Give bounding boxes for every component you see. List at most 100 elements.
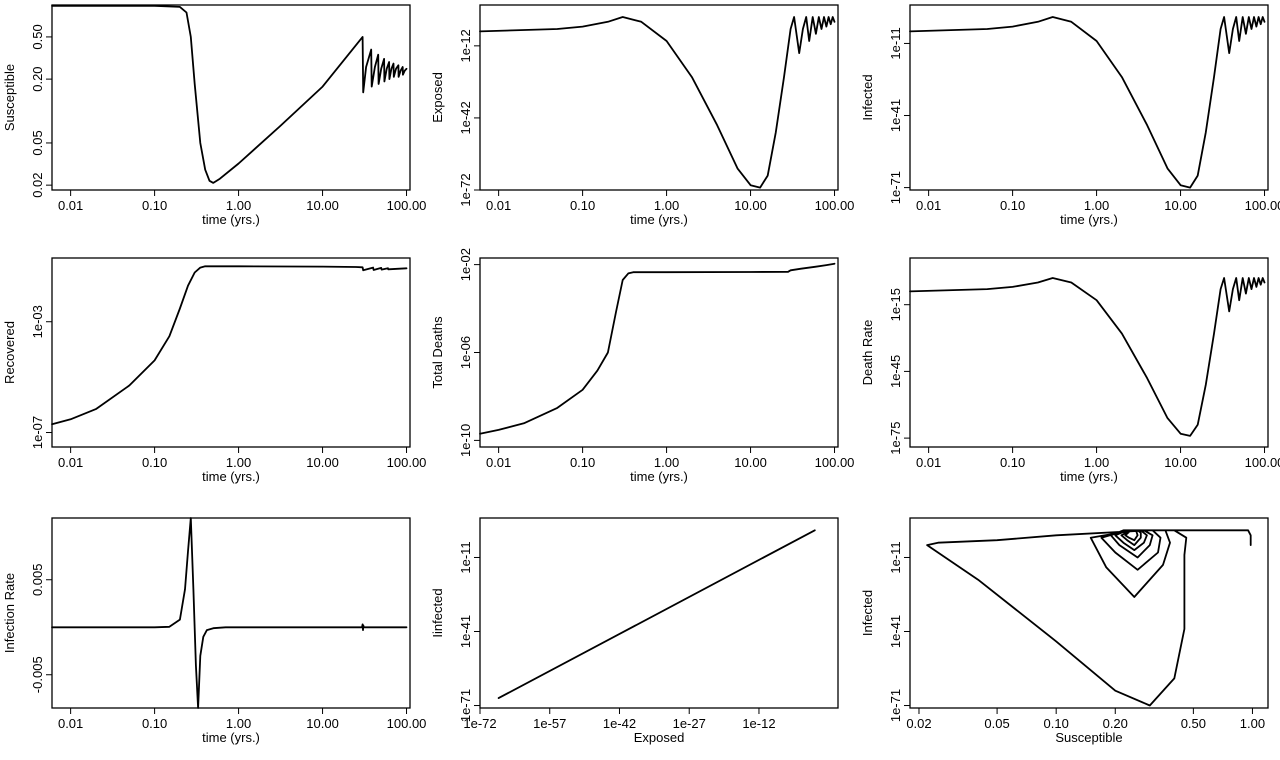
x-tick-label: 0.01 xyxy=(486,455,511,470)
panel-9: 0.02 0.05 0.10 0.20 0.50 1.00 1e-71 1e-41 1e-11 S… xyxy=(860,517,1269,745)
y-tick-label: 1e-72 xyxy=(458,173,473,206)
x-tick-label: 1e-42 xyxy=(603,716,636,731)
plot-frame xyxy=(51,257,411,448)
x-tick-label: 1e-57 xyxy=(533,716,566,731)
x-tick-label: 1.00 xyxy=(226,198,251,213)
y-tick-label: 1e-03 xyxy=(30,305,45,338)
x-tick-label: 1e-12 xyxy=(742,716,775,731)
y-tick-label: 0.20 xyxy=(30,66,45,91)
y-tick-label: 1e-02 xyxy=(458,248,473,281)
y-tick-label: 0.02 xyxy=(30,172,45,197)
panel-5: 0.01 0.10 1.00 10.00 100.00 1e-10 1e-06 1e-02 ti… xyxy=(430,248,854,484)
x-tick-label: 100.00 xyxy=(1245,455,1280,470)
x-tick-label: 1.00 xyxy=(1084,455,1109,470)
x-tick-label: 100.00 xyxy=(815,198,855,213)
x-tick-label: 0.10 xyxy=(142,716,167,731)
y-tick-label: 1e-41 xyxy=(888,615,903,648)
x-tick-label: 0.01 xyxy=(916,455,941,470)
plot-frame xyxy=(909,517,1269,709)
y-axis-label: Infection Rate xyxy=(2,573,17,653)
y-tick-label: 1e-12 xyxy=(458,29,473,62)
series-line xyxy=(926,529,1252,707)
x-tick-label: 0.01 xyxy=(916,198,941,213)
series-line xyxy=(51,517,408,709)
y-tick-label: 0.05 xyxy=(30,130,45,155)
y-tick-label: 1e-41 xyxy=(458,615,473,648)
panel-4: 0.01 0.10 1.00 10.00 100.00 1e-07 1e-03 time (y… xyxy=(2,257,427,484)
x-axis-label: time (yrs.) xyxy=(202,469,260,484)
y-tick-label: 1e-42 xyxy=(458,101,473,134)
x-tick-label: 0.50 xyxy=(1181,716,1206,731)
x-tick-label: 1e-27 xyxy=(673,716,706,731)
x-tick-label: 0.10 xyxy=(142,198,167,213)
panel-6: 0.01 0.10 1.00 10.00 100.00 1e-75 1e-45 1e-15 ti… xyxy=(860,257,1280,484)
x-tick-label: 10.00 xyxy=(306,198,339,213)
x-axis-label: time (yrs.) xyxy=(1060,212,1118,227)
panel-2: 0.01 0.10 1.00 10.00 100.00 1e-72 1e-42 1e-12 ti… xyxy=(430,4,855,227)
x-tick-label: 100.00 xyxy=(815,455,855,470)
y-axis-label: Exposed xyxy=(430,72,445,123)
panel-1: 0.01 0.10 1.00 10.00 100.00 0.02 0.05 0.20 0.50 t… xyxy=(2,4,426,227)
plot-frame xyxy=(479,4,839,191)
panel-3: 0.01 0.10 1.00 10.00 100.00 1e-71 1e-41 1e-11 ti… xyxy=(860,4,1280,227)
panel-7: 0.01 0.10 1.00 10.00 100.00 -0.005 0.005 time (… xyxy=(2,517,426,745)
y-tick-label: 1e-71 xyxy=(458,689,473,722)
x-tick-label: 0.01 xyxy=(58,198,83,213)
x-tick-label: 10.00 xyxy=(734,198,767,213)
y-tick-label: 0.005 xyxy=(30,563,45,596)
x-tick-label: 0.10 xyxy=(570,198,595,213)
x-tick-label: 10.00 xyxy=(734,455,767,470)
series-line xyxy=(479,262,836,435)
x-tick-label: 0.10 xyxy=(570,455,595,470)
y-tick-label: 1e-11 xyxy=(888,541,903,573)
y-tick-label: 1e-11 xyxy=(888,27,903,59)
plot-frame xyxy=(909,257,1269,448)
x-tick-label: 10.00 xyxy=(306,455,339,470)
y-tick-label: 1e-71 xyxy=(888,171,903,204)
series-line xyxy=(479,16,836,189)
series-line xyxy=(51,5,408,184)
series-line xyxy=(909,16,1266,189)
x-tick-label: 1.00 xyxy=(1084,198,1109,213)
series-line xyxy=(909,277,1266,437)
x-tick-label: 0.01 xyxy=(58,455,83,470)
x-tick-label: 0.10 xyxy=(1000,198,1025,213)
x-axis-label: Exposed xyxy=(634,730,685,745)
y-tick-label: 1e-11 xyxy=(458,541,473,573)
y-tick-label: 1e-41 xyxy=(888,99,903,132)
y-tick-label: 1e-06 xyxy=(458,336,473,369)
x-tick-label: 0.10 xyxy=(142,455,167,470)
y-tick-label: 1e-71 xyxy=(888,689,903,722)
y-axis-label: Total Deaths xyxy=(430,316,445,389)
x-tick-label: 0.10 xyxy=(1044,716,1069,731)
x-tick-label: 10.00 xyxy=(1164,198,1197,213)
x-tick-label: 1.00 xyxy=(226,455,251,470)
x-tick-label: 0.01 xyxy=(486,198,511,213)
x-tick-label: 100.00 xyxy=(1245,198,1280,213)
x-tick-label: 0.20 xyxy=(1103,716,1128,731)
y-tick-label: -0.005 xyxy=(30,656,45,693)
x-tick-label: 1.00 xyxy=(654,455,679,470)
x-tick-label: 1.00 xyxy=(226,716,251,731)
y-tick-label: 1e-15 xyxy=(888,288,903,321)
x-tick-label: 1.00 xyxy=(1240,716,1265,731)
x-tick-label: 100.00 xyxy=(387,455,427,470)
x-axis-label: time (yrs.) xyxy=(1060,469,1118,484)
y-tick-label: 1e-45 xyxy=(888,355,903,388)
plot-frame xyxy=(479,517,839,709)
y-axis-label: Infected xyxy=(860,74,875,120)
y-tick-label: 1e-07 xyxy=(30,416,45,449)
y-axis-label: Susceptible xyxy=(2,64,17,131)
x-tick-label: 10.00 xyxy=(306,716,339,731)
x-tick-label: 0.02 xyxy=(906,716,931,731)
x-axis-label: Susceptible xyxy=(1055,730,1122,745)
x-tick-label: 0.01 xyxy=(58,716,83,731)
y-tick-label: 1e-10 xyxy=(458,424,473,457)
panel-8: 1e-72 1e-57 1e-42 1e-27 1e-12 1e-71 1e-41 1e-11… xyxy=(430,517,839,745)
x-axis-label: time (yrs.) xyxy=(630,212,688,227)
y-axis-label: Infected xyxy=(860,590,875,636)
y-tick-label: 1e-75 xyxy=(888,421,903,454)
y-axis-label: Death Rate xyxy=(860,320,875,386)
x-tick-label: 0.05 xyxy=(984,716,1009,731)
